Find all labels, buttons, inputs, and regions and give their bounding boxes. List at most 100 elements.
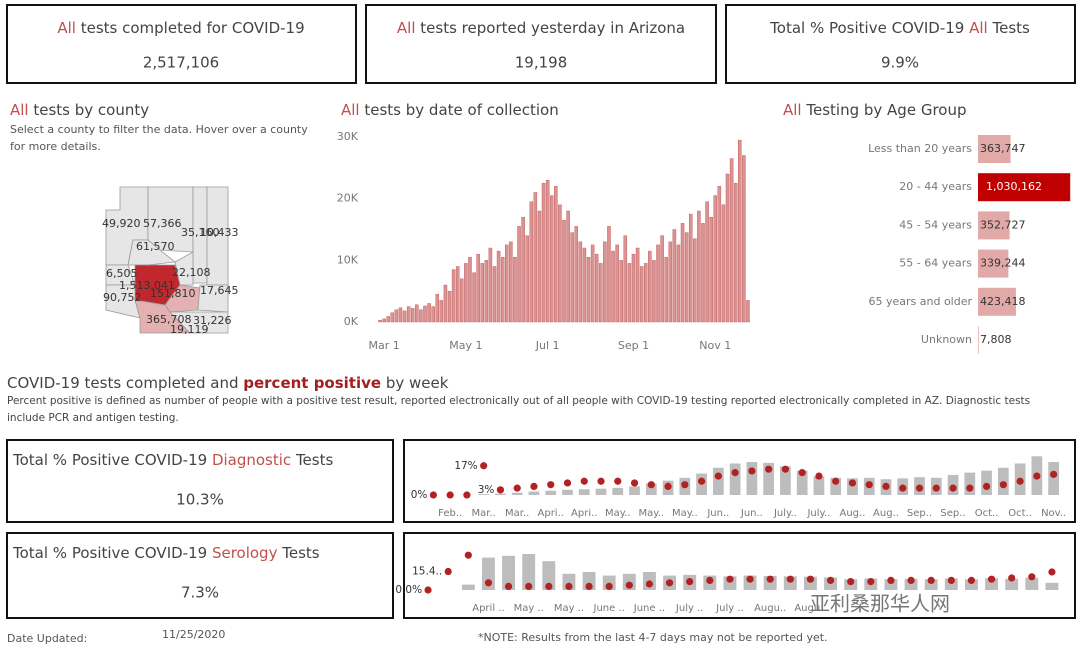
y-tick-label: 20 - 44 years: [899, 180, 972, 193]
bar: [566, 210, 570, 323]
dot: [480, 462, 488, 470]
y-tick-label: 55 - 64 years: [899, 257, 972, 270]
bar: [627, 263, 632, 323]
dot: [966, 484, 974, 492]
county-label: 35,160: [181, 226, 220, 239]
bar: [978, 287, 1016, 316]
bar: [411, 308, 415, 323]
value-label: 3%: [478, 484, 495, 496]
text-segment: Tests: [988, 19, 1030, 37]
bar: [402, 310, 407, 323]
bar: [619, 260, 623, 323]
bar: [746, 462, 758, 495]
kpi-title: All tests completed for COVID-19: [57, 19, 304, 37]
dot: [1033, 472, 1041, 480]
dot: [1050, 470, 1058, 478]
bar: [635, 247, 640, 323]
dot: [987, 575, 996, 583]
bar: [558, 204, 562, 323]
x-tick-label: July ..: [675, 603, 704, 614]
dot: [867, 578, 875, 586]
bar: [648, 250, 652, 323]
bar: [1045, 582, 1059, 590]
x-tick-label: Nov..: [1041, 508, 1066, 519]
bar: [500, 257, 505, 323]
bar: [578, 489, 590, 495]
dot: [664, 482, 672, 490]
dot: [1028, 573, 1036, 581]
dot: [647, 481, 655, 489]
bar: [733, 183, 738, 323]
county-label: 17,645: [200, 284, 239, 297]
bar: [612, 487, 624, 495]
bar: [717, 186, 722, 323]
county-label: 365,708: [146, 313, 192, 326]
bar: [623, 235, 628, 323]
bar: [978, 135, 1011, 163]
dot: [765, 465, 773, 473]
kpi-title: Total % Positive COVID-19 All Tests: [769, 19, 1030, 37]
bar: [978, 249, 1009, 278]
county[interactable]: [174, 251, 194, 286]
text-segment: tests reported yesterday in Arizona: [416, 19, 686, 37]
kpi-title: All tests reported yesterday in Arizona: [397, 19, 685, 37]
x-tick-label: April ..: [472, 603, 504, 614]
kpi-value: 19,198: [515, 54, 568, 72]
value-label: 15.4..: [412, 566, 442, 578]
bar: [533, 192, 538, 323]
bar: [427, 303, 431, 323]
text-segment: percent positive: [243, 374, 381, 392]
bar: [578, 241, 583, 323]
bar: [603, 241, 607, 323]
bar: [660, 235, 664, 323]
county-label: 57,366: [143, 217, 182, 230]
bar: [644, 263, 648, 323]
bar: [382, 318, 386, 323]
text-segment: All: [397, 19, 416, 37]
bar: [701, 223, 705, 323]
bar: [586, 257, 591, 323]
x-tick-label: Feb..: [438, 508, 462, 519]
dot: [630, 479, 639, 487]
dot: [580, 477, 588, 485]
section-subtitle: Select a county to filter the data. Hove…: [10, 123, 308, 136]
bar: [439, 300, 444, 323]
bar: [542, 561, 556, 590]
dot: [530, 482, 538, 490]
text-segment: Tests: [277, 544, 319, 562]
bar: [447, 290, 452, 323]
kpi-box: [6, 439, 394, 523]
bar: [645, 483, 657, 495]
bar: [684, 232, 689, 323]
bar: [521, 216, 525, 323]
text-segment: by week: [381, 374, 449, 392]
x-tick-label: Aug..: [873, 508, 899, 519]
text-segment: All: [969, 19, 988, 37]
bar: [904, 578, 918, 590]
county[interactable]: [147, 186, 194, 253]
value-label: 0.0%: [395, 584, 422, 596]
bar: [509, 241, 513, 323]
x-tick-label: Apri..: [538, 508, 564, 519]
dot: [545, 582, 553, 591]
bar: [629, 486, 640, 495]
dot: [424, 586, 432, 594]
county[interactable]: [169, 311, 229, 334]
dot: [665, 579, 674, 587]
bar: [705, 201, 709, 323]
bar: [656, 244, 660, 323]
text-segment: Diagnostic: [212, 451, 291, 469]
county-label: 22,108: [172, 266, 211, 279]
dot: [444, 567, 452, 576]
dot: [706, 576, 714, 585]
dot: [547, 481, 555, 489]
y-tick-label: 10K: [337, 253, 359, 266]
bar: [978, 173, 1071, 202]
date-updated: 11/25/2020: [162, 628, 225, 641]
dot: [786, 575, 794, 583]
x-tick-label: Augu..: [754, 603, 786, 614]
dot: [681, 481, 689, 489]
dot: [513, 484, 521, 492]
footnote: *NOTE: Results from the last 4-7 days ma…: [478, 631, 828, 644]
y-tick-label: 20K: [337, 192, 359, 205]
